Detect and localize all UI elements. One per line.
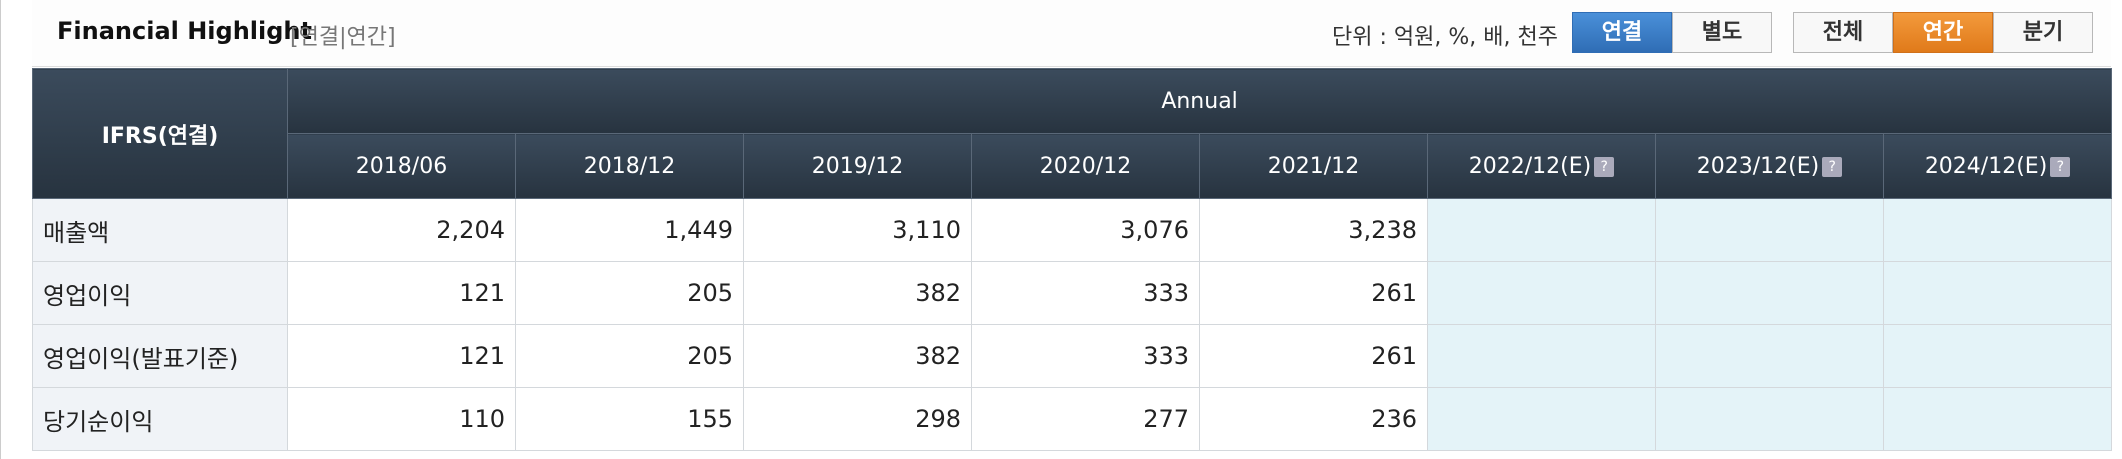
value-cell: 121 (287, 261, 516, 325)
help-icon[interactable]: ? (2050, 156, 2071, 177)
value-cell: 298 (743, 387, 972, 451)
scope: [연결|연간] (290, 25, 396, 50)
empty-cell (1427, 324, 1656, 388)
value-cell: 3,076 (971, 198, 1200, 262)
column-header: 2023/12(E)? (1655, 133, 1884, 199)
data-row: 영업이익 121 205 382 333 261 (32, 261, 2113, 325)
toggle-button[interactable]: 연결 (1572, 12, 1672, 53)
empty-cell (1882, 198, 2113, 262)
page-border (0, 0, 1, 459)
column-label: 2022/12(E) (1468, 153, 1592, 179)
column-label: 2018/12 (583, 153, 676, 179)
help-icon[interactable]: ? (1822, 156, 1843, 177)
column-label: 2018/06 (355, 153, 448, 179)
column-label: 2023/12(E) (1696, 153, 1820, 179)
unit: 단위 : 억원, %, 배, 천주 (1332, 25, 1558, 50)
value-cell: 3,110 (743, 198, 972, 262)
row-label: 영업이익 (32, 261, 288, 325)
header-row: IFRS(연결) Annual (32, 68, 2113, 199)
help-icon[interactable]: ? (1594, 156, 1615, 177)
value-cell: 382 (743, 261, 972, 325)
value-cell: 155 (515, 387, 744, 451)
empty-cell (1655, 261, 1884, 325)
column-label: 2024/12(E) (1924, 153, 2048, 179)
value-cell: 205 (515, 261, 744, 325)
empty-cell (1655, 324, 1884, 388)
empty-cell (1655, 198, 1884, 262)
header-bar: Financial Highlight [연결|연간] 단위 : 억원, %, … (32, 0, 2111, 67)
toggle-button[interactable]: 연간 (1893, 12, 1993, 53)
group-header: Annual (286, 68, 2113, 134)
value-cell: 3,238 (1199, 198, 1428, 262)
column-header: 2019/12 (743, 133, 972, 199)
empty-cell (1427, 261, 1656, 325)
value-cell: 277 (971, 387, 1200, 451)
empty-cell (1655, 387, 1884, 451)
empty-cell (1882, 387, 2113, 451)
value-cell: 382 (743, 324, 972, 388)
value-cell: 236 (1199, 387, 1428, 451)
row-label: 영업이익(발표기준) (32, 324, 288, 388)
value-cell: 261 (1199, 324, 1428, 388)
column-header: 2022/12(E)? (1427, 133, 1656, 199)
column-label: 2021/12 (1267, 153, 1360, 179)
column-header: 2018/12 (515, 133, 744, 199)
value-cell: 121 (287, 324, 516, 388)
column-header: 2018/06 (287, 133, 516, 199)
column-header: 2020/12 (971, 133, 1200, 199)
value-cell: 261 (1199, 261, 1428, 325)
financial-table: IFRS(연결) Annual 2018/06 2018/12 2019/12 2020/… (32, 68, 2113, 451)
toggle-button[interactable]: 별도 (1672, 12, 1772, 53)
data-row: 매출액 2,204 1,449 3,110 3,076 3,238 (32, 198, 2113, 262)
column-header: 2024/12(E)? (1882, 133, 2113, 199)
column-label: 2020/12 (1039, 153, 1132, 179)
corner-header: IFRS(연결) (32, 68, 288, 199)
value-cell: 2,204 (287, 198, 516, 262)
toggle-button[interactable]: 전체 (1793, 12, 1893, 53)
value-cell: 205 (515, 324, 744, 388)
empty-cell (1882, 261, 2113, 325)
header-row: 2018/06 2018/12 2019/12 2020/12 2021/12 2022/… (33, 133, 2113, 199)
value-cell: 333 (971, 261, 1200, 325)
data-row: 당기순이익 110 155 298 277 236 (32, 387, 2113, 451)
title: Financial Highlight (57, 17, 312, 45)
empty-cell (1882, 324, 2113, 388)
value-cell: 110 (287, 387, 516, 451)
empty-cell (1427, 387, 1656, 451)
row-label: 당기순이익 (32, 387, 288, 451)
value-cell: 1,449 (515, 198, 744, 262)
toggle-button[interactable]: 분기 (1993, 12, 2093, 53)
value-cell: 333 (971, 324, 1200, 388)
row-label: 매출액 (32, 198, 288, 262)
column-label: 2019/12 (811, 153, 904, 179)
empty-cell (1427, 198, 1656, 262)
column-header: 2021/12 (1199, 133, 1428, 199)
data-row: 영업이익(발표기준) 121 205 382 333 261 (32, 324, 2113, 388)
